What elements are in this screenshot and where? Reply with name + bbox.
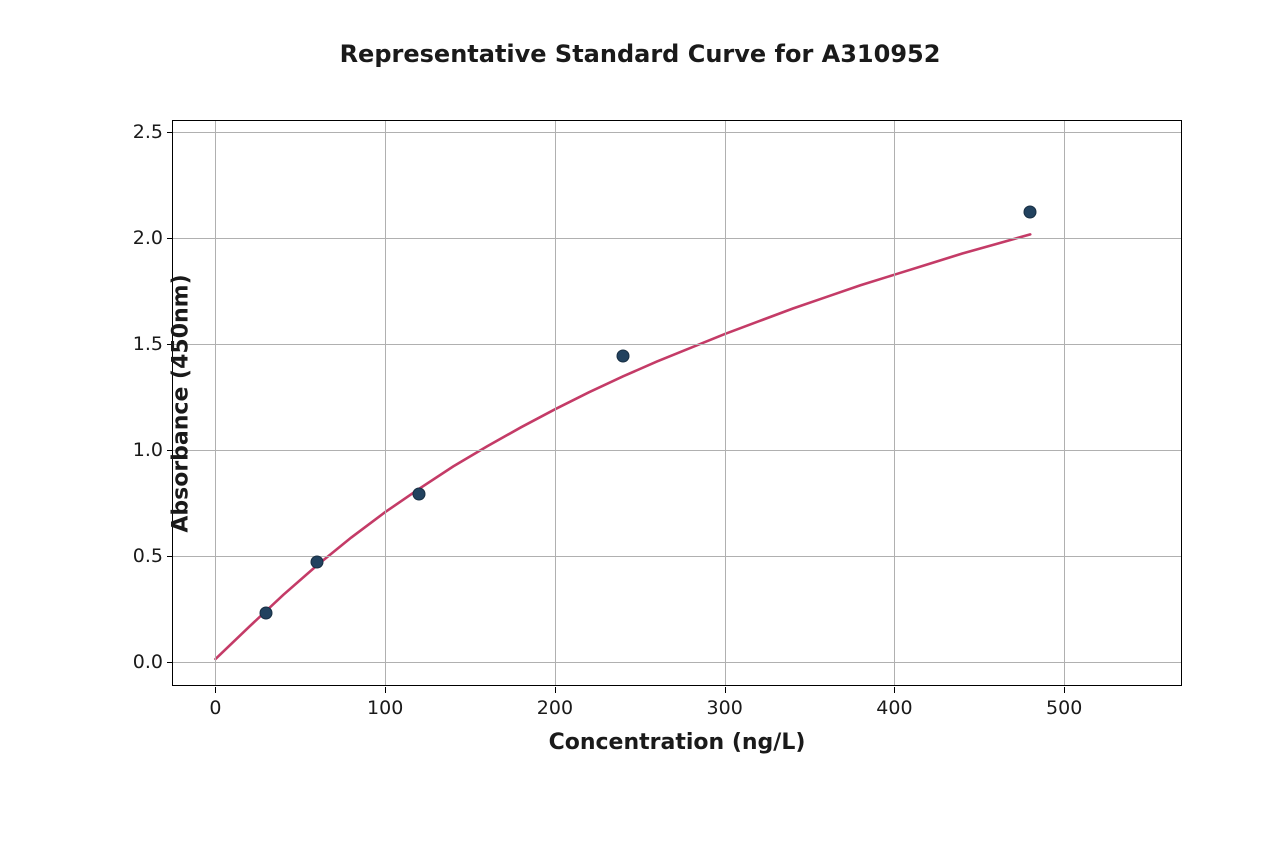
x-axis-label: Concentration (ng/L) <box>172 730 1182 755</box>
x-tick <box>1064 687 1065 693</box>
x-tick-label: 0 <box>209 697 221 719</box>
x-tick-label: 200 <box>537 697 573 719</box>
fit-curve-path <box>215 234 1030 659</box>
y-tick <box>167 556 173 557</box>
grid-line-vertical <box>555 121 556 685</box>
x-tick <box>894 687 895 693</box>
grid-line-vertical <box>725 121 726 685</box>
y-tick <box>167 238 173 239</box>
x-tick <box>725 687 726 693</box>
plot-area: 01002003004005000.00.51.01.52.02.5 <box>172 120 1182 686</box>
data-point <box>311 555 324 568</box>
grid-line-vertical <box>894 121 895 685</box>
x-tick <box>215 687 216 693</box>
grid-line-horizontal <box>173 450 1181 451</box>
y-tick-label: 1.0 <box>123 439 163 461</box>
x-tick-label: 500 <box>1046 697 1082 719</box>
x-tick-label: 300 <box>707 697 743 719</box>
grid-line-horizontal <box>173 132 1181 133</box>
chart-container: Representative Standard Curve for A31095… <box>60 40 1220 800</box>
grid-line-vertical <box>1064 121 1065 685</box>
grid-line-horizontal <box>173 238 1181 239</box>
chart-title: Representative Standard Curve for A31095… <box>60 40 1220 68</box>
grid-line-vertical <box>215 121 216 685</box>
y-tick-label: 1.5 <box>123 333 163 355</box>
data-point <box>260 606 273 619</box>
y-tick-label: 0.0 <box>123 651 163 673</box>
x-tick <box>385 687 386 693</box>
data-point <box>413 488 426 501</box>
x-tick-label: 400 <box>876 697 912 719</box>
data-point <box>1024 206 1037 219</box>
y-tick-label: 2.0 <box>123 227 163 249</box>
grid-line-horizontal <box>173 556 1181 557</box>
grid-line-horizontal <box>173 662 1181 663</box>
x-tick-label: 100 <box>367 697 403 719</box>
y-tick <box>167 662 173 663</box>
data-point <box>616 350 629 363</box>
grid-line-horizontal <box>173 344 1181 345</box>
y-tick-label: 2.5 <box>123 121 163 143</box>
y-axis-label: Absorbance (450nm) <box>169 274 194 532</box>
y-tick <box>167 132 173 133</box>
x-tick <box>555 687 556 693</box>
y-tick-label: 0.5 <box>123 545 163 567</box>
grid-line-vertical <box>385 121 386 685</box>
